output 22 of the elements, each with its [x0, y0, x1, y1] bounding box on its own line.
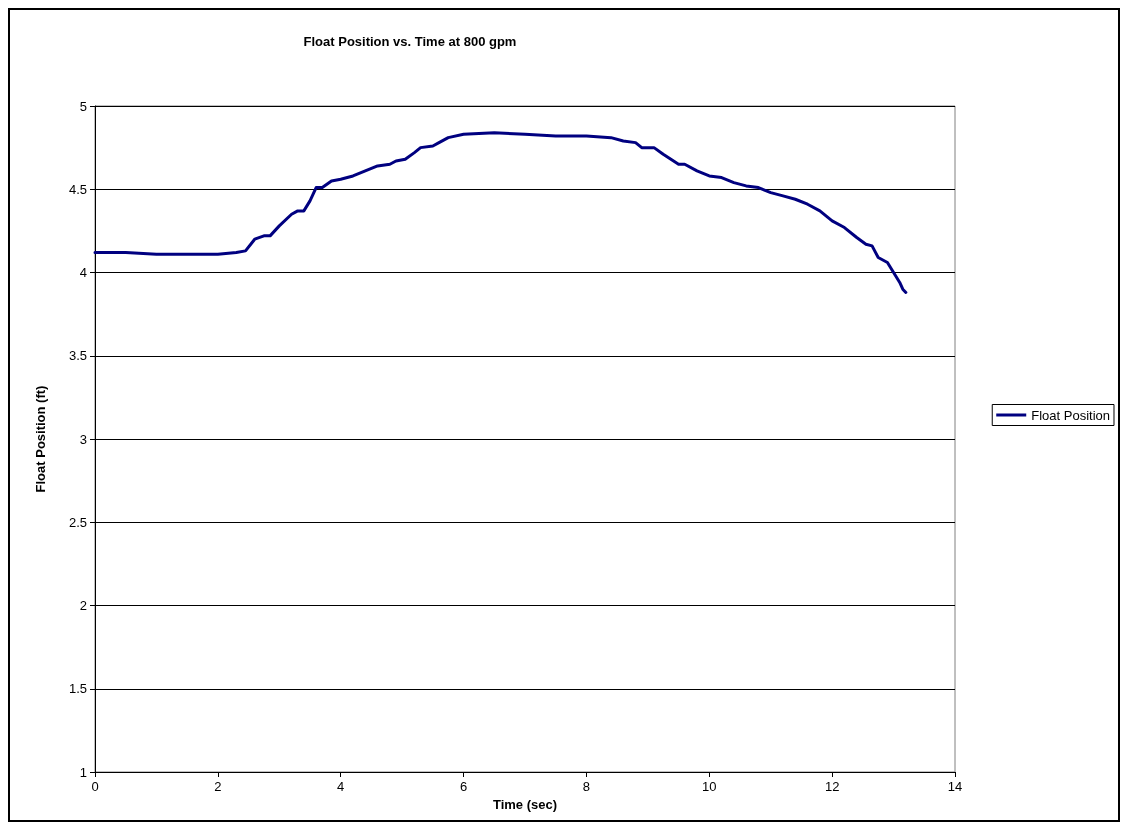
y-tick-label: 2.5 [68, 514, 87, 530]
y-axis-title: Float Position (ft) [33, 385, 48, 493]
y-tick-label: 3.5 [68, 348, 87, 364]
x-tick-label: 2 [214, 779, 222, 794]
y-tick-label: 5 [79, 98, 87, 114]
legend-label: Float Position [1031, 407, 1110, 423]
y-tick-label: 4 [79, 265, 87, 280]
x-axis-title: Time (sec) [492, 797, 558, 812]
x-tick-label: 10 [702, 779, 717, 794]
x-tick-label: 0 [91, 779, 99, 794]
x-tick-label: 8 [582, 779, 591, 794]
chart-title: Float Position vs. Time at 800 gpm [303, 34, 517, 49]
x-tick-label: 14 [947, 779, 963, 794]
x-tick-label: 6 [459, 779, 468, 794]
y-tick-label: 1 [79, 764, 87, 780]
x-tick-label: 12 [824, 779, 840, 794]
y-tick-label: 2 [79, 598, 87, 613]
y-tick-label: 1.5 [68, 681, 87, 697]
y-tick-label: 4.5 [68, 181, 87, 197]
y-tick-label: 3 [79, 431, 87, 447]
x-tick-label: 4 [337, 779, 345, 794]
line-series [93, 131, 908, 294]
